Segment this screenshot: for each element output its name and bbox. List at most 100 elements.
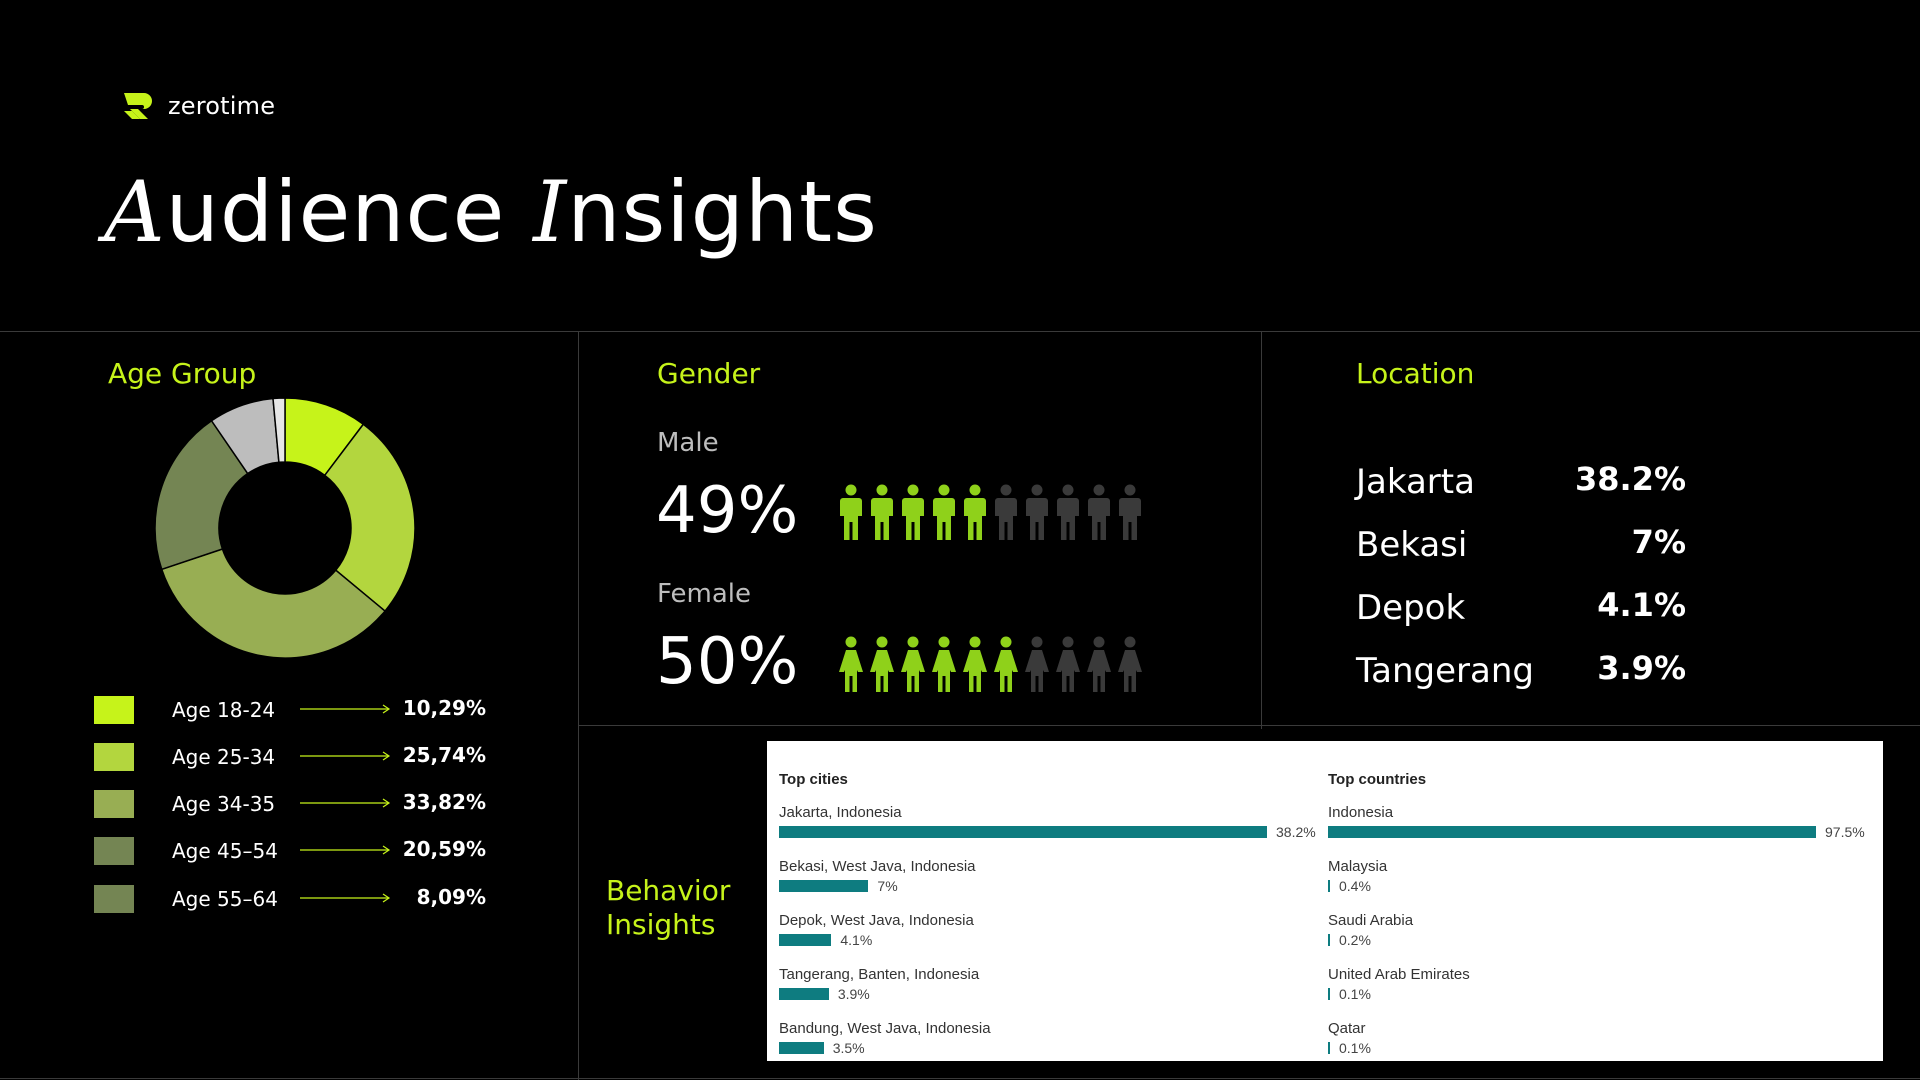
donut-slice [323, 423, 416, 613]
bar [1328, 1042, 1330, 1054]
donut-slice [160, 548, 387, 659]
bar-value-label: 38.2% [1276, 824, 1316, 840]
age-legend-label: Age 45–54 [172, 839, 278, 863]
arrow-right-icon [300, 798, 391, 808]
bar [1328, 988, 1330, 1000]
age-group-title: Age Group [108, 357, 257, 390]
bar [1328, 826, 1816, 838]
female-person-icon [1055, 636, 1081, 696]
list-item-name: Indonesia [1328, 804, 1394, 821]
list-item: Saudi Arabia 0.2% [1328, 912, 1873, 966]
list-item-name: Bandung, West Java, Indonesia [779, 1020, 991, 1037]
age-legend-row: Age 45–54 20,59% [94, 835, 494, 865]
age-legend-label: Age 18-24 [172, 698, 276, 722]
list-item: United Arab Emirates 0.1% [1328, 966, 1873, 1020]
age-legend-value: 10,29% [402, 696, 486, 720]
location-value: 3.9% [1597, 649, 1686, 687]
location-value: 7% [1631, 523, 1686, 561]
behavior-title-line-2: Insights [606, 908, 716, 941]
bar [779, 934, 832, 946]
female-person-icon [1086, 636, 1112, 696]
brand-name: zerotime [168, 92, 276, 120]
female-label: Female [657, 579, 752, 609]
bar-value-label: 97.5% [1825, 824, 1865, 840]
title-first-letter: A [104, 163, 166, 261]
male-person-icon [838, 484, 864, 544]
female-person-icon [1024, 636, 1050, 696]
divider-bottom [0, 1078, 1920, 1079]
male-person-icon [1055, 484, 1081, 544]
zerotime-logo-icon [124, 93, 152, 119]
list-item: Bekasi, West Java, Indonesia 7% [779, 858, 1319, 912]
bar-value-label: 3.9% [837, 986, 870, 1002]
age-donut-chart [154, 397, 416, 659]
age-legend-label: Age 34-35 [172, 792, 276, 816]
behavior-title-line-1: Behavior [606, 874, 731, 907]
behavior-panel: Top cities Jakarta, Indonesia 38.2% Bekasi… [767, 741, 1883, 1061]
female-person-icon [962, 636, 988, 696]
list-item: Tangerang, Banten, Indonesia 3.9% [779, 966, 1319, 1020]
female-person-icon [900, 636, 926, 696]
male-person-icon [1086, 484, 1112, 544]
bar-value-label: 0.1% [1339, 986, 1371, 1002]
bar-value-label: 4.1% [840, 932, 873, 948]
top-cities-heading: Top cities [779, 771, 848, 788]
location-value: 4.1% [1597, 586, 1686, 624]
female-person-icon [838, 636, 864, 696]
bar-value-label: 0.1% [1339, 1040, 1371, 1056]
female-pictogram [838, 636, 1143, 696]
list-item-name: Tangerang, Banten, Indonesia [779, 966, 980, 983]
age-legend-swatch [94, 885, 134, 913]
female-person-icon [993, 636, 1019, 696]
list-item-name: United Arab Emirates [1328, 966, 1470, 983]
bar [779, 826, 1267, 838]
location-name: Jakarta [1356, 462, 1475, 502]
list-item-name: Jakarta, Indonesia [779, 804, 902, 821]
bar-value-label: 0.4% [1339, 878, 1371, 894]
location-row: Depok 4.1% [1356, 586, 1686, 628]
bar-value-label: 3.5% [832, 1040, 865, 1056]
list-item: Depok, West Java, Indonesia 4.1% [779, 912, 1319, 966]
list-item-name: Bekasi, West Java, Indonesia [779, 858, 976, 875]
age-legend-value: 8,09% [416, 885, 486, 909]
age-legend-value: 25,74% [402, 743, 486, 767]
age-legend-swatch [94, 696, 134, 724]
bar-value-label: 7% [877, 878, 898, 894]
gender-title: Gender [657, 357, 761, 390]
bar [779, 880, 869, 892]
title-part-1: udience [165, 163, 534, 261]
divider-left [578, 331, 579, 1080]
age-legend-row: Age 34-35 33,82% [94, 788, 494, 818]
list-item: Malaysia 0.4% [1328, 858, 1873, 912]
page-title: Audience Insights [104, 170, 878, 254]
list-item-name: Qatar [1328, 1020, 1366, 1037]
location-value: 38.2% [1574, 460, 1686, 498]
divider-middle [578, 725, 1920, 726]
female-person-icon [869, 636, 895, 696]
bar-value-label: 0.2% [1339, 932, 1371, 948]
location-name: Tangerang [1356, 651, 1534, 691]
top-countries-heading: Top countries [1328, 771, 1427, 788]
behavior-insights-title: Behavior Insights [606, 874, 730, 942]
bar [1328, 880, 1330, 892]
arrow-right-icon [300, 893, 391, 903]
male-person-icon [931, 484, 957, 544]
location-row: Bekasi 7% [1356, 523, 1686, 565]
male-person-icon [1024, 484, 1050, 544]
age-legend-swatch [94, 743, 134, 771]
male-percentage: 49% [656, 474, 799, 548]
male-person-icon [1117, 484, 1143, 544]
location-name: Bekasi [1356, 525, 1468, 565]
title-second-letter: I [533, 163, 568, 261]
location-title: Location [1356, 357, 1475, 390]
age-legend-value: 33,82% [402, 790, 486, 814]
bar [779, 1042, 824, 1054]
bar [779, 988, 829, 1000]
male-person-icon [993, 484, 1019, 544]
list-item: Qatar 0.1% [1328, 1020, 1873, 1074]
brand: zerotime [122, 88, 275, 124]
age-legend-swatch [94, 790, 134, 818]
age-legend-row: Age 55–64 8,09% [94, 883, 494, 913]
list-item: Jakarta, Indonesia 38.2% [779, 804, 1319, 858]
list-item-name: Saudi Arabia [1328, 912, 1414, 929]
